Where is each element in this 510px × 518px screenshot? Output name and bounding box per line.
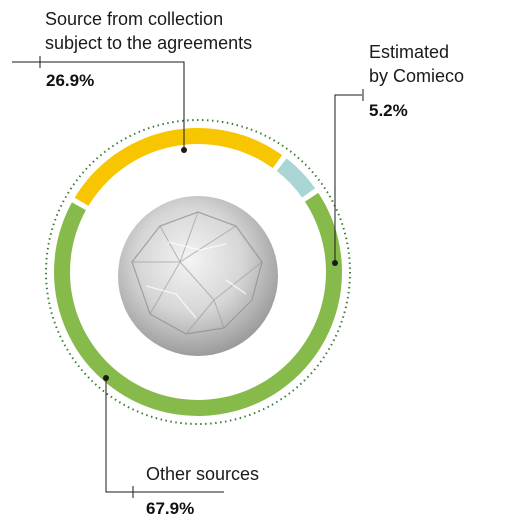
leader-line-other: [105, 378, 224, 493]
slice-label-agreements: Source from collection subject to the ag…: [45, 9, 252, 53]
slice-label-comieco: Estimated by Comieco: [369, 42, 464, 86]
slice-value-comieco: 5.2%: [369, 101, 408, 120]
leader-dot-other: [103, 375, 109, 381]
leader-line-comieco: [334, 94, 362, 263]
slice-other: [53, 192, 342, 417]
slice-value-agreements: 26.9%: [46, 71, 94, 90]
outer-dotted-ring: [45, 119, 351, 425]
slice-label-other: Other sources: [146, 464, 259, 484]
leader-dot-comieco: [332, 260, 338, 266]
crumpled-paper-image: [118, 196, 278, 356]
slice-value-other: 67.9%: [146, 499, 194, 518]
leader-dot-agreements: [181, 147, 187, 153]
slice-agreements: [74, 128, 283, 206]
slice-comieco: [276, 158, 316, 198]
leader-line-agreements: [12, 61, 185, 150]
